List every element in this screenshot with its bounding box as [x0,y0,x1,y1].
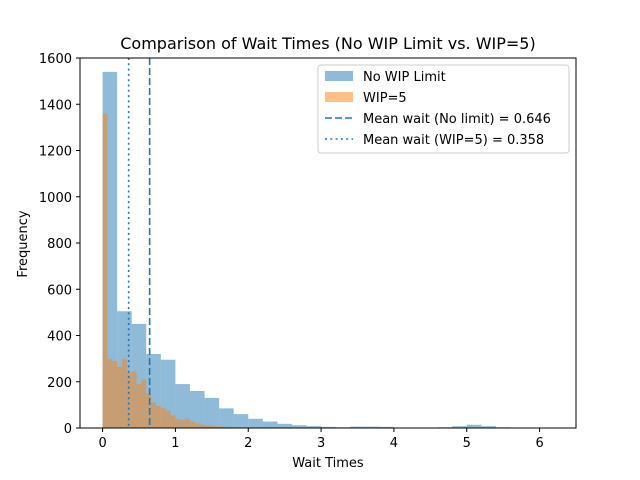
histogram-bar [190,421,195,428]
histogram-bar [214,426,220,428]
histogram-bar [126,372,132,428]
legend-label: Mean wait (No limit) = 0.646 [363,112,551,127]
y-tick-label: 1200 [39,145,72,160]
legend-label: No WIP Limit [363,70,446,85]
legend-label: WIP=5 [363,91,407,106]
y-tick-label: 800 [47,237,72,252]
legend: No WIP Limit WIP=5 Mean wait (No limit) = … [317,64,570,154]
y-tick-label: 200 [47,376,72,391]
legend-swatch [325,92,353,102]
histogram-bar [131,371,137,428]
legend-box [317,64,570,154]
histogram-bar [364,426,380,428]
histogram-bar [219,426,225,428]
histogram-bar [117,366,123,428]
histogram-bar [112,360,118,428]
x-axis-title: Wait Times [292,456,364,471]
y-tick-label: 0 [64,422,72,437]
legend-swatch [325,71,353,81]
histogram-bar [165,410,171,428]
histogram-bar [185,418,191,428]
legend-label: Mean wait (WIP=5) = 0.358 [363,133,544,148]
histogram-bar [466,424,482,428]
histogram-bar [199,424,205,428]
histogram-bar [160,408,166,428]
histogram-bar [102,113,108,428]
histogram-bar [350,426,365,428]
histogram-bar [151,402,157,428]
x-tick-label: 6 [535,436,543,451]
histogram-bar [136,384,142,428]
histogram-bar [277,423,292,428]
y-tick-label: 1400 [39,98,72,113]
x-tick-label: 3 [317,436,325,451]
histogram-bar [224,426,229,428]
histogram-bar [233,414,249,428]
x-tick-label: 2 [244,436,252,451]
histogram-bar [175,418,181,428]
histogram-bar [180,419,186,428]
histogram-bar [175,384,190,428]
histogram-bar [189,391,205,428]
series-wip-5 [102,113,244,428]
histogram-bar [204,425,210,428]
x-tick-label: 1 [171,436,179,451]
histogram-bar [262,421,278,428]
plot-area: 0 1 2 3 4 5 6 0 200 400 600 800 1000 1200 1400 1600 [39,52,577,451]
histogram-bar [291,425,307,428]
histogram-bar [194,423,200,428]
histogram-bar [481,426,496,428]
histogram-bar [321,426,336,428]
x-tick-label: 0 [98,436,106,451]
histogram-bar [452,426,467,428]
y-tick-label: 600 [47,283,72,298]
histogram-bar [204,397,220,428]
histogram-bar [209,425,215,428]
y-tick-label: 1600 [39,52,72,67]
histogram-bar [379,426,394,428]
series-no-wip-limit [102,71,511,428]
histogram-bar [219,408,234,428]
x-tick-label: 4 [390,436,398,451]
histogram-bar [146,393,152,428]
x-tick-label: 5 [463,436,471,451]
y-tick-label: 1000 [39,191,72,206]
histogram-bar [306,426,322,428]
chart-title: Comparison of Wait Times (No WIP Limit v… [120,34,535,53]
histogram-bar [141,379,147,428]
histogram-bar [156,406,161,428]
y-axis-title: Frequency [16,210,31,277]
histogram-bar [248,418,263,428]
histogram-bar [170,415,176,428]
y-tick-label: 400 [47,330,72,345]
histogram-bar [107,358,113,428]
histogram-bar [122,358,127,428]
